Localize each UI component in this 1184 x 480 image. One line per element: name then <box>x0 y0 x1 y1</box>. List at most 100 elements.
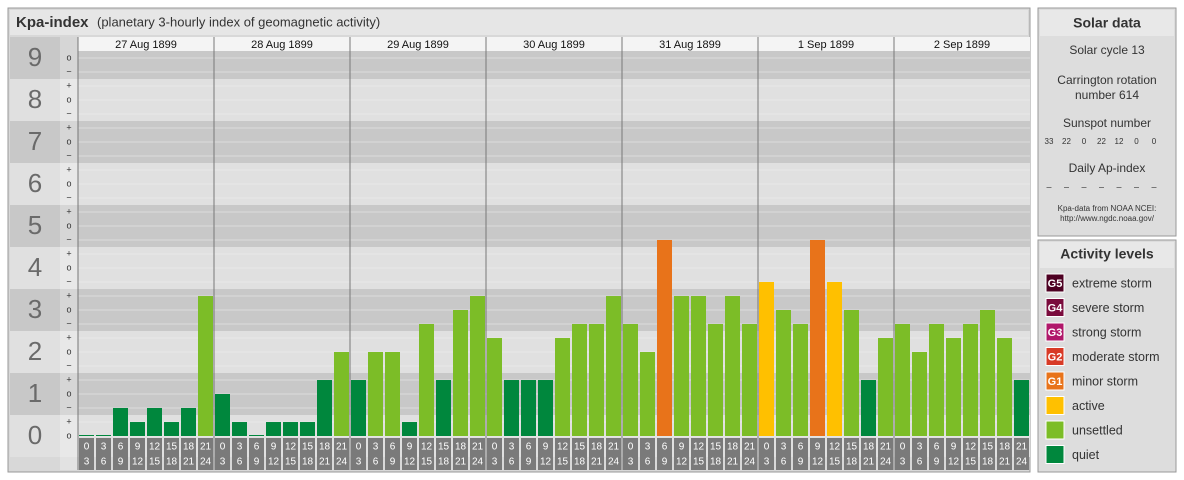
bar <box>419 323 434 436</box>
hour-label: 18 <box>982 457 994 468</box>
hour-box <box>436 438 451 470</box>
sunspot-value: 33 <box>1045 137 1054 146</box>
subtitle: (planetary 3-hourly index of geomagnetic… <box>97 14 380 29</box>
bar <box>691 296 706 436</box>
hour-label: 9 <box>662 457 668 468</box>
bar <box>317 380 332 436</box>
hour-box <box>759 438 774 470</box>
bar <box>79 435 94 436</box>
hour-label: 12 <box>421 442 433 453</box>
hour-label: 18 <box>183 442 195 453</box>
hour-label: 6 <box>237 457 243 468</box>
bar <box>266 422 281 436</box>
title: Kpa-index <box>16 14 89 31</box>
hour-label: 15 <box>829 457 841 468</box>
y-tick-label: 7 <box>28 126 42 156</box>
hour-label: 0 <box>764 442 770 453</box>
hour-label: 12 <box>965 442 977 453</box>
legend-swatch <box>1045 420 1065 440</box>
minor-tick-label: + <box>66 164 71 174</box>
hour-box <box>504 438 519 470</box>
title-bar <box>10 10 1028 35</box>
hour-label: 21 <box>183 457 195 468</box>
bar <box>334 352 349 436</box>
hour-box <box>283 438 298 470</box>
hour-label: 9 <box>798 457 804 468</box>
legend-badge: G5 <box>1048 278 1063 290</box>
legend-swatch <box>1045 347 1065 366</box>
hour-box <box>266 438 281 470</box>
hour-label: 3 <box>645 442 651 453</box>
hour-box <box>249 438 264 470</box>
y-tick-label: 4 <box>28 252 42 282</box>
hour-label: 18 <box>438 457 450 468</box>
bar <box>198 296 213 436</box>
hour-label: 3 <box>628 457 634 468</box>
hour-label: 18 <box>574 457 586 468</box>
minor-tick-label: o <box>66 94 71 104</box>
legend-label: extreme storm <box>1072 276 1152 290</box>
hour-label: 3 <box>509 442 515 453</box>
bar <box>725 296 740 436</box>
hour-label: 12 <box>132 457 144 468</box>
hour-label: 6 <box>917 457 923 468</box>
legend-label: unsettled <box>1072 423 1123 437</box>
bar <box>538 380 553 436</box>
legend-swatch <box>1045 298 1065 317</box>
hour-label: 15 <box>574 442 586 453</box>
hour-box <box>895 438 910 470</box>
hour-label: 21 <box>1016 442 1028 453</box>
hour-label: 3 <box>237 442 243 453</box>
hour-label: 15 <box>285 457 297 468</box>
hour-label: 9 <box>407 442 413 453</box>
hour-label: 12 <box>693 442 705 453</box>
hour-box <box>113 438 128 470</box>
y-tick-label: 2 <box>28 336 42 366</box>
hour-label: 12 <box>149 442 161 453</box>
hour-label: 21 <box>727 457 739 468</box>
bar <box>946 338 961 436</box>
hour-label: 15 <box>965 457 977 468</box>
hour-label: 21 <box>200 442 212 453</box>
legend-swatch <box>1045 371 1065 391</box>
hour-label: 9 <box>271 442 277 453</box>
hour-box <box>555 438 570 470</box>
hour-box <box>674 438 689 470</box>
ap-value: – <box>1046 181 1051 191</box>
minor-tick-label: + <box>66 206 71 216</box>
ap-value: – <box>1099 181 1104 191</box>
hour-label: 24 <box>200 457 212 468</box>
bar <box>487 338 502 436</box>
hour-label: 15 <box>982 442 994 453</box>
bar <box>963 323 978 436</box>
hour-label: 6 <box>373 457 379 468</box>
ap-value: – <box>1064 181 1069 191</box>
bar <box>708 323 723 436</box>
hour-label: 21 <box>591 457 603 468</box>
ap-value: – <box>1134 181 1139 191</box>
hour-label: 12 <box>676 457 688 468</box>
legend-label: strong storm <box>1072 325 1141 339</box>
hour-label: 6 <box>254 442 260 453</box>
hour-label: 18 <box>727 442 739 453</box>
bar <box>759 281 774 436</box>
bar <box>929 323 944 436</box>
minor-tick-label: − <box>66 318 71 328</box>
legend-swatch <box>1045 273 1065 293</box>
hour-box <box>334 438 349 470</box>
minor-tick-label: − <box>66 360 71 370</box>
y-tick-label: 1 <box>28 378 42 408</box>
hour-box <box>810 438 825 470</box>
hour-box <box>181 438 196 470</box>
minor-tick-label: o <box>66 262 71 272</box>
hour-label: 3 <box>220 457 226 468</box>
minor-tick-label: o <box>66 304 71 314</box>
legend-label: active <box>1072 399 1105 413</box>
legend-badge: G4 <box>1048 302 1064 314</box>
hour-label: 9 <box>543 442 549 453</box>
minor-tick-label: + <box>66 80 71 90</box>
date-header <box>78 37 1030 51</box>
bar <box>96 435 111 436</box>
solar-title: Solar data <box>1073 15 1141 31</box>
minor-tick-label: − <box>66 234 71 244</box>
